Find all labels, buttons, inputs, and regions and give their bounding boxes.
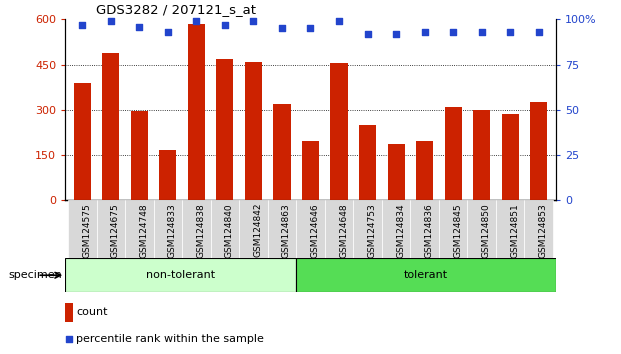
- Point: [334, 18, 344, 24]
- Text: GSM124648: GSM124648: [339, 203, 348, 258]
- Bar: [268, 200, 296, 258]
- Bar: [388, 144, 405, 200]
- Bar: [131, 111, 148, 200]
- Bar: [125, 200, 153, 258]
- Bar: [496, 200, 524, 258]
- Point: [106, 18, 116, 24]
- Text: GSM124853: GSM124853: [538, 203, 548, 258]
- Text: GSM124646: GSM124646: [310, 203, 319, 258]
- Point: [306, 25, 315, 31]
- Text: GDS3282 / 207121_s_at: GDS3282 / 207121_s_at: [96, 3, 256, 16]
- Bar: [353, 200, 382, 258]
- Text: GSM124850: GSM124850: [482, 203, 491, 258]
- Bar: [102, 52, 119, 200]
- Point: [277, 25, 287, 31]
- Point: [339, 219, 349, 225]
- Point: [78, 22, 88, 28]
- Bar: [65, 303, 73, 322]
- Bar: [445, 107, 461, 200]
- Text: GSM124675: GSM124675: [111, 203, 120, 258]
- Text: GSM124834: GSM124834: [396, 203, 405, 258]
- Bar: [216, 58, 233, 200]
- Bar: [245, 62, 262, 200]
- Text: GSM124575: GSM124575: [83, 203, 91, 258]
- Text: GSM124851: GSM124851: [510, 203, 519, 258]
- Bar: [468, 200, 496, 258]
- Text: GSM124840: GSM124840: [225, 203, 234, 258]
- Bar: [502, 114, 519, 200]
- Bar: [239, 200, 268, 258]
- Point: [163, 29, 173, 35]
- Bar: [530, 102, 547, 200]
- Bar: [188, 24, 205, 200]
- Text: tolerant: tolerant: [404, 270, 448, 280]
- Bar: [330, 63, 348, 200]
- Text: GSM124833: GSM124833: [168, 203, 177, 258]
- Text: GSM124845: GSM124845: [453, 203, 462, 258]
- Bar: [65, 258, 296, 292]
- Bar: [160, 150, 176, 200]
- Text: GSM124836: GSM124836: [425, 203, 433, 258]
- Bar: [97, 200, 125, 258]
- Bar: [473, 110, 490, 200]
- Bar: [439, 200, 468, 258]
- Text: percentile rank within the sample: percentile rank within the sample: [76, 334, 264, 344]
- Point: [533, 29, 543, 35]
- Point: [134, 24, 144, 29]
- Bar: [182, 200, 211, 258]
- Text: non-tolerant: non-tolerant: [146, 270, 215, 280]
- Point: [191, 18, 201, 24]
- Bar: [359, 125, 376, 200]
- Point: [448, 29, 458, 35]
- Point: [477, 29, 487, 35]
- Bar: [524, 200, 553, 258]
- Text: GSM124753: GSM124753: [368, 203, 376, 258]
- Bar: [68, 200, 97, 258]
- Bar: [416, 141, 433, 200]
- Bar: [410, 200, 439, 258]
- Text: GSM124842: GSM124842: [253, 203, 263, 257]
- Bar: [74, 82, 91, 200]
- Text: GSM124838: GSM124838: [196, 203, 206, 258]
- Bar: [211, 200, 239, 258]
- Bar: [302, 141, 319, 200]
- Bar: [325, 200, 353, 258]
- Point: [248, 18, 258, 24]
- Bar: [296, 258, 556, 292]
- Point: [391, 31, 401, 37]
- Text: count: count: [76, 308, 107, 318]
- Text: GSM124748: GSM124748: [139, 203, 148, 258]
- Point: [505, 29, 515, 35]
- Point: [363, 31, 373, 37]
- Text: GSM124863: GSM124863: [282, 203, 291, 258]
- Bar: [382, 200, 410, 258]
- Bar: [153, 200, 182, 258]
- Bar: [273, 104, 291, 200]
- Bar: [296, 200, 325, 258]
- Point: [220, 22, 230, 28]
- Text: specimen: specimen: [8, 270, 62, 280]
- Point: [420, 29, 430, 35]
